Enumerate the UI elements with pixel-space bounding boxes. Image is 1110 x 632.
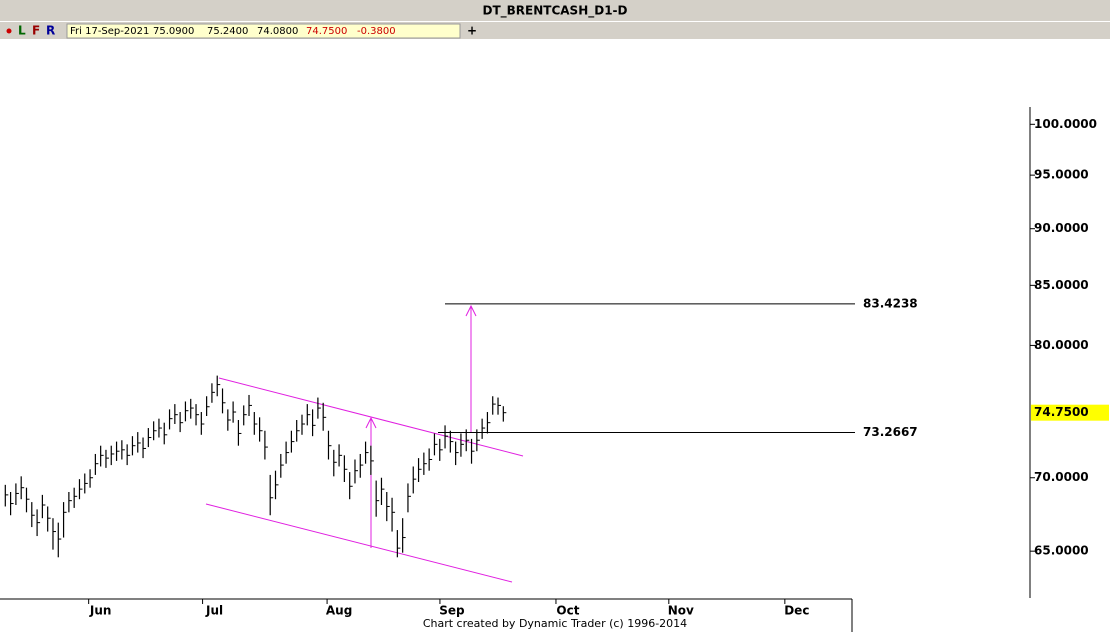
y-tick-label: 95.0000 — [1034, 168, 1089, 182]
x-tick-label: Jun — [89, 604, 112, 618]
add-button[interactable]: + — [467, 24, 477, 38]
info-date: Fri 17-Sep-2021 — [70, 26, 149, 37]
x-tick-label: Aug — [326, 604, 352, 618]
chart-title: DT_BRENTCASH_D1-D — [483, 4, 628, 19]
level-label: 73.2667 — [863, 425, 918, 439]
x-tick-label: Nov — [668, 604, 694, 618]
info-field — [66, 23, 461, 39]
y-tick-label: 100.0000 — [1034, 117, 1097, 131]
channel-line — [205, 503, 513, 583]
x-tick-label: Sep — [439, 604, 465, 618]
info-high: 75.2400 — [207, 26, 248, 37]
x-tick-label: Oct — [556, 604, 579, 618]
y-tick-label: 90.0000 — [1034, 221, 1089, 235]
info-close: 74.7500 — [306, 26, 347, 37]
title-bar — [0, 0, 1110, 21]
info-open: 75.0900 — [153, 26, 194, 37]
x-tick-label: Jul — [205, 604, 223, 618]
y-tick-label: 65.0000 — [1034, 544, 1089, 558]
projection-arrows — [365, 304, 477, 548]
y-tick-label: 70.0000 — [1034, 470, 1089, 484]
level-label: 83.4238 — [863, 296, 918, 310]
toolbar-button[interactable]: F — [32, 24, 40, 38]
y-tick-label: 80.0000 — [1034, 338, 1089, 352]
info-low: 74.0800 — [257, 26, 298, 37]
footer: Chart created by Dynamic Trader (c) 1996… — [423, 617, 687, 630]
last-price-marker — [1031, 404, 1109, 421]
x-tick-label: Dec — [784, 604, 809, 618]
last-price-label: 74.7500 — [1034, 405, 1089, 419]
toolbar-button[interactable]: L — [18, 24, 26, 38]
status-dot — [6, 28, 12, 34]
y-tick-label: 85.0000 — [1034, 278, 1089, 292]
info-change: -0.3800 — [357, 26, 396, 37]
toolbar-button[interactable]: R — [46, 24, 55, 38]
